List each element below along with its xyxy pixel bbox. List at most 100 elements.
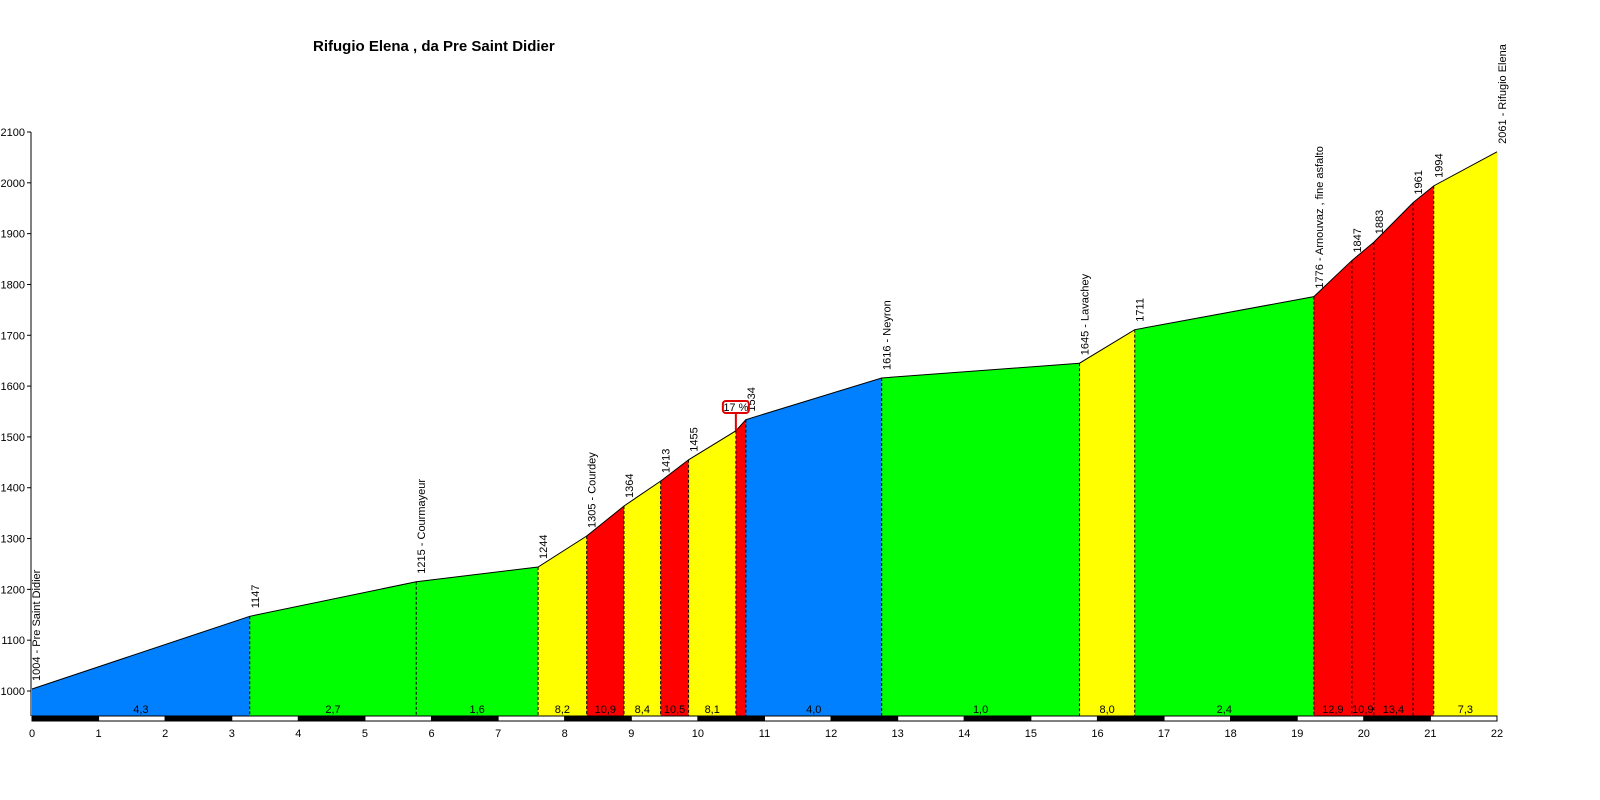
waypoint-label: 1244: [538, 535, 550, 559]
y-tick-label: 1400: [1, 483, 25, 495]
waypoint-label: 1645 - Lavachey: [1079, 273, 1091, 355]
profile-segment: [1079, 329, 1135, 716]
segment-gradient-label: 1,0: [973, 704, 988, 716]
chart-title: Rifugio Elena , da Pre Saint Didier: [313, 38, 555, 55]
y-tick-label: 2100: [1, 127, 25, 139]
y-tick-label: 1100: [1, 635, 25, 647]
profile-segment: [660, 459, 689, 716]
y-tick-label: 1500: [1, 432, 25, 444]
waypoint-label: 1961: [1413, 170, 1425, 194]
segment-gradient-label: 8,2: [555, 704, 570, 716]
x-tick-label: 3: [229, 728, 235, 740]
profile-segment: [1373, 202, 1414, 716]
y-tick-label: 1600: [1, 381, 25, 393]
y-tick-label: 2000: [1, 178, 25, 190]
x-tick-label: 22: [1491, 728, 1503, 740]
y-tick-label: 1900: [1, 229, 25, 241]
km-scale-bar: [31, 715, 100, 722]
km-scale-bar: [630, 715, 699, 722]
x-tick-label: 18: [1225, 728, 1237, 740]
segment-gradient-label: 8,1: [705, 704, 720, 716]
profile-segment: [416, 567, 539, 716]
x-tick-label: 13: [892, 728, 904, 740]
segment-gradient-label: 12,9: [1322, 704, 1343, 716]
x-tick-label: 12: [825, 728, 837, 740]
x-tick-label: 9: [628, 728, 634, 740]
km-scale-bar: [1429, 715, 1498, 722]
segment-gradient-label: 10,9: [595, 704, 616, 716]
x-tick-label: 10: [692, 728, 704, 740]
y-tick-label: 1800: [1, 279, 25, 291]
km-scale-bar: [231, 715, 299, 722]
km-scale-bar: [1296, 715, 1365, 722]
km-scale-bar: [1230, 715, 1298, 722]
waypoint-label: 1883: [1374, 210, 1386, 234]
x-tick-label: 5: [362, 728, 368, 740]
waypoint-label: 1147: [250, 585, 262, 609]
waypoint-label: 1847: [1352, 228, 1364, 252]
km-scale-bar: [564, 715, 632, 722]
profile-segment: [1313, 260, 1352, 716]
annotation-label: 17 %: [723, 402, 748, 414]
y-tick-label: 1000: [1, 686, 25, 698]
x-tick-label: 4: [295, 728, 301, 740]
waypoint-label: 1994: [1434, 153, 1446, 177]
km-scale-bar: [897, 715, 965, 722]
y-tick-label: 1200: [1, 584, 25, 596]
x-tick-label: 20: [1358, 728, 1370, 740]
profile-segment: [32, 616, 250, 716]
x-tick-label: 6: [428, 728, 434, 740]
profile-segment: [249, 581, 417, 716]
segment-gradient-label: 7,3: [1458, 704, 1473, 716]
km-scale-bar: [1363, 715, 1431, 722]
km-scale-bar: [697, 715, 766, 722]
km-scale-bar: [297, 715, 366, 722]
segment-gradient-label: 13,4: [1383, 704, 1404, 716]
km-scale-bar: [364, 715, 433, 722]
x-tick-label: 16: [1091, 728, 1103, 740]
waypoint-label: 1711: [1135, 298, 1147, 322]
profile-segment: [745, 377, 882, 716]
waypoint-label: 1413: [661, 449, 673, 473]
segment-gradient-label: 1,6: [470, 704, 485, 716]
waypoint-label: 1455: [689, 427, 701, 451]
annotation-box: [721, 400, 750, 414]
segment-gradient-label: 2,4: [1217, 704, 1232, 716]
waypoint-label: 1305 - Courdey: [587, 452, 599, 528]
y-tick-label: 1700: [1, 330, 25, 342]
km-scale-bar: [497, 715, 566, 722]
km-scale-bar: [98, 715, 166, 722]
segment-gradient-label: 10,5: [664, 704, 685, 716]
x-tick-label: 14: [958, 728, 970, 740]
km-scale-bar: [764, 715, 832, 722]
km-scale-bar: [1163, 715, 1232, 722]
x-tick-label: 11: [759, 728, 770, 740]
profile-segment: [1413, 185, 1434, 716]
segment-gradient-label: 8,4: [635, 704, 650, 716]
profile-segment: [586, 506, 624, 716]
x-tick-label: 1: [96, 728, 102, 740]
profile-segment: [1351, 242, 1374, 716]
waypoint-label: 1215 - Courmayeur: [416, 479, 428, 574]
km-scale-bar: [1030, 715, 1098, 722]
segment-gradient-label: 8,0: [1099, 704, 1114, 716]
x-tick-label: 7: [495, 728, 501, 740]
x-tick-label: 17: [1158, 728, 1170, 740]
y-tick-label: 1300: [1, 534, 25, 546]
x-tick-label: 0: [29, 728, 35, 740]
waypoint-label: 2061 - Rifugio Elena: [1497, 43, 1509, 144]
km-scale-bar: [963, 715, 1032, 722]
km-scale-bar: [830, 715, 899, 722]
waypoint-label: 1364: [624, 474, 636, 498]
x-tick-label: 2: [162, 728, 168, 740]
waypoint-label: 1004 - Pre Saint Didier: [31, 569, 43, 681]
x-tick-label: 21: [1424, 728, 1436, 740]
profile-segment: [688, 430, 736, 716]
x-tick-label: 19: [1291, 728, 1303, 740]
km-scale-bar: [164, 715, 233, 722]
profile-segment: [623, 481, 661, 716]
segment-gradient-label: 4,0: [806, 704, 821, 716]
profile-segment: [1433, 151, 1497, 716]
km-scale-bar: [431, 715, 499, 722]
